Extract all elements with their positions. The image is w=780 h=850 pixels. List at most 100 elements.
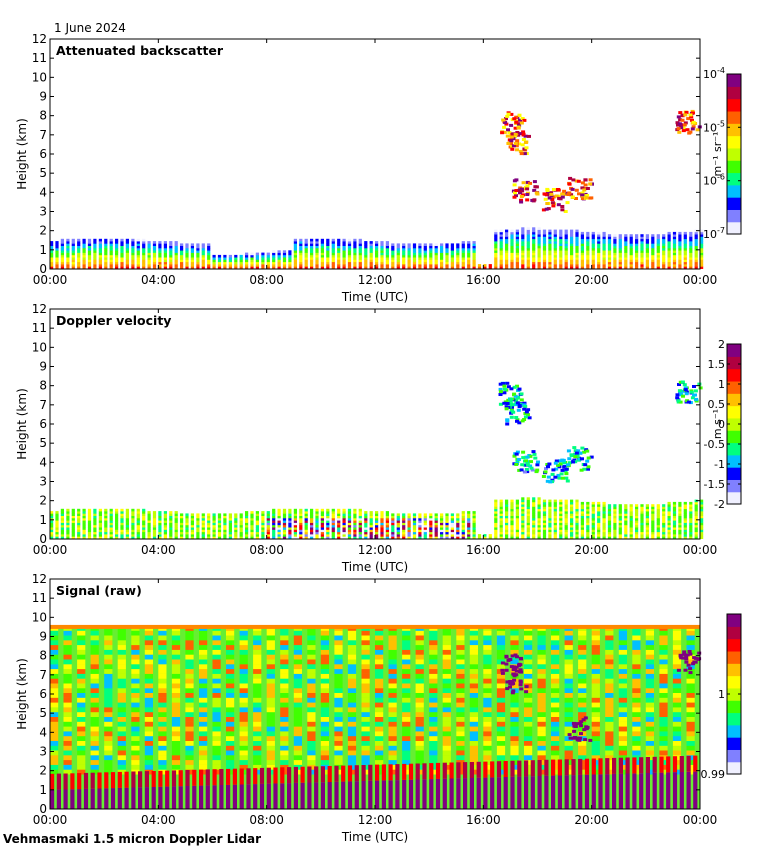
data-pixel — [158, 721, 167, 727]
data-pixel — [385, 513, 389, 516]
data-pixel — [353, 524, 357, 528]
y-tick-label: 6 — [39, 417, 47, 431]
data-pixel — [136, 266, 140, 269]
data-pixel — [434, 520, 438, 523]
data-pixel — [131, 721, 140, 727]
data-pixel — [163, 527, 167, 530]
data-pixel — [537, 702, 546, 708]
data-pixel — [201, 259, 205, 263]
data-pixel — [131, 257, 135, 260]
data-pixel — [662, 511, 666, 514]
data-pixel — [450, 257, 454, 260]
data-pixel — [450, 522, 454, 526]
data-pixel — [559, 511, 563, 514]
cloud-pixel — [580, 181, 585, 185]
data-pixel — [293, 252, 297, 256]
colorbar-tick-exponent: -7 — [717, 226, 725, 235]
data-pixel — [50, 707, 59, 713]
data-pixel — [667, 501, 671, 505]
data-pixel — [683, 504, 687, 507]
data-pixel — [147, 257, 151, 260]
data-pixel — [277, 257, 281, 260]
data-pixel — [255, 513, 259, 516]
data-pixel — [293, 635, 302, 641]
data-pixel — [402, 518, 406, 521]
data-pixel — [147, 536, 151, 539]
data-pixel — [266, 524, 270, 528]
data-pixel — [180, 513, 184, 516]
cloud-pixel — [584, 196, 589, 200]
data-pixel — [499, 536, 503, 539]
data-pixel — [607, 259, 612, 263]
data-pixel — [429, 515, 433, 519]
data-pixel — [532, 531, 536, 535]
data-pixel — [77, 726, 86, 732]
data-pixel — [667, 524, 671, 528]
data-pixel — [602, 536, 606, 539]
data-pixel — [521, 506, 525, 510]
cloud-pixel — [516, 122, 521, 126]
data-pixel — [109, 527, 113, 530]
data-pixel — [261, 261, 265, 265]
data-pixel — [564, 529, 568, 533]
data-pixel — [90, 692, 99, 698]
data-pixel — [624, 515, 628, 519]
cloud-pixel — [550, 198, 555, 201]
data-pixel — [672, 504, 677, 507]
data-pixel — [591, 501, 595, 505]
data-pixel — [532, 234, 536, 237]
data-pixel — [364, 513, 368, 516]
data-pixel — [551, 668, 560, 674]
data-pixel — [456, 644, 465, 650]
data-pixel — [683, 520, 687, 523]
data-pixel — [570, 257, 574, 260]
data-pixel — [667, 527, 671, 530]
cloud-pixel — [530, 468, 535, 472]
cloud-pixel — [516, 408, 521, 412]
data-pixel — [483, 534, 487, 537]
data-pixel — [60, 243, 64, 246]
data-pixel — [250, 266, 254, 269]
data-pixel — [415, 716, 424, 722]
data-pixel — [307, 649, 316, 655]
data-pixel — [120, 522, 124, 526]
data-pixel — [217, 261, 222, 265]
data-pixel — [597, 534, 601, 537]
data-pixel — [450, 248, 454, 251]
data-pixel — [293, 529, 297, 533]
data-pixel — [50, 248, 54, 251]
data-pixel — [521, 231, 525, 235]
data-pixel — [117, 649, 126, 655]
data-pixel — [331, 513, 335, 516]
data-pixel — [548, 501, 552, 505]
data-pixel — [326, 522, 330, 526]
data-pixel — [136, 245, 140, 249]
cloud-pixel — [566, 193, 571, 196]
data-pixel — [667, 248, 671, 251]
cloud-pixel — [546, 475, 551, 479]
cloud-pixel — [565, 479, 570, 483]
data-pixel — [570, 259, 574, 263]
x-tick-label: 16:00 — [466, 543, 501, 557]
data-pixel — [564, 527, 568, 530]
y-tick-label: 4 — [39, 455, 47, 469]
data-pixel — [613, 238, 617, 242]
data-pixel — [542, 243, 547, 246]
data-pixel — [656, 508, 660, 512]
data-pixel — [131, 522, 135, 526]
data-pixel — [334, 702, 343, 708]
data-pixel — [385, 257, 389, 260]
data-pixel — [115, 527, 119, 530]
data-pixel — [104, 241, 108, 244]
data-pixel — [483, 688, 492, 693]
data-pixel — [667, 241, 671, 244]
data-pixel — [199, 649, 208, 655]
data-pixel — [385, 534, 389, 537]
data-pixel — [117, 731, 126, 737]
y-tick-label: 2 — [39, 224, 47, 238]
data-pixel — [93, 264, 97, 267]
data-pixel — [207, 513, 211, 516]
data-pixel — [136, 259, 140, 263]
cloud-pixel — [684, 390, 689, 394]
data-pixel — [559, 515, 563, 519]
